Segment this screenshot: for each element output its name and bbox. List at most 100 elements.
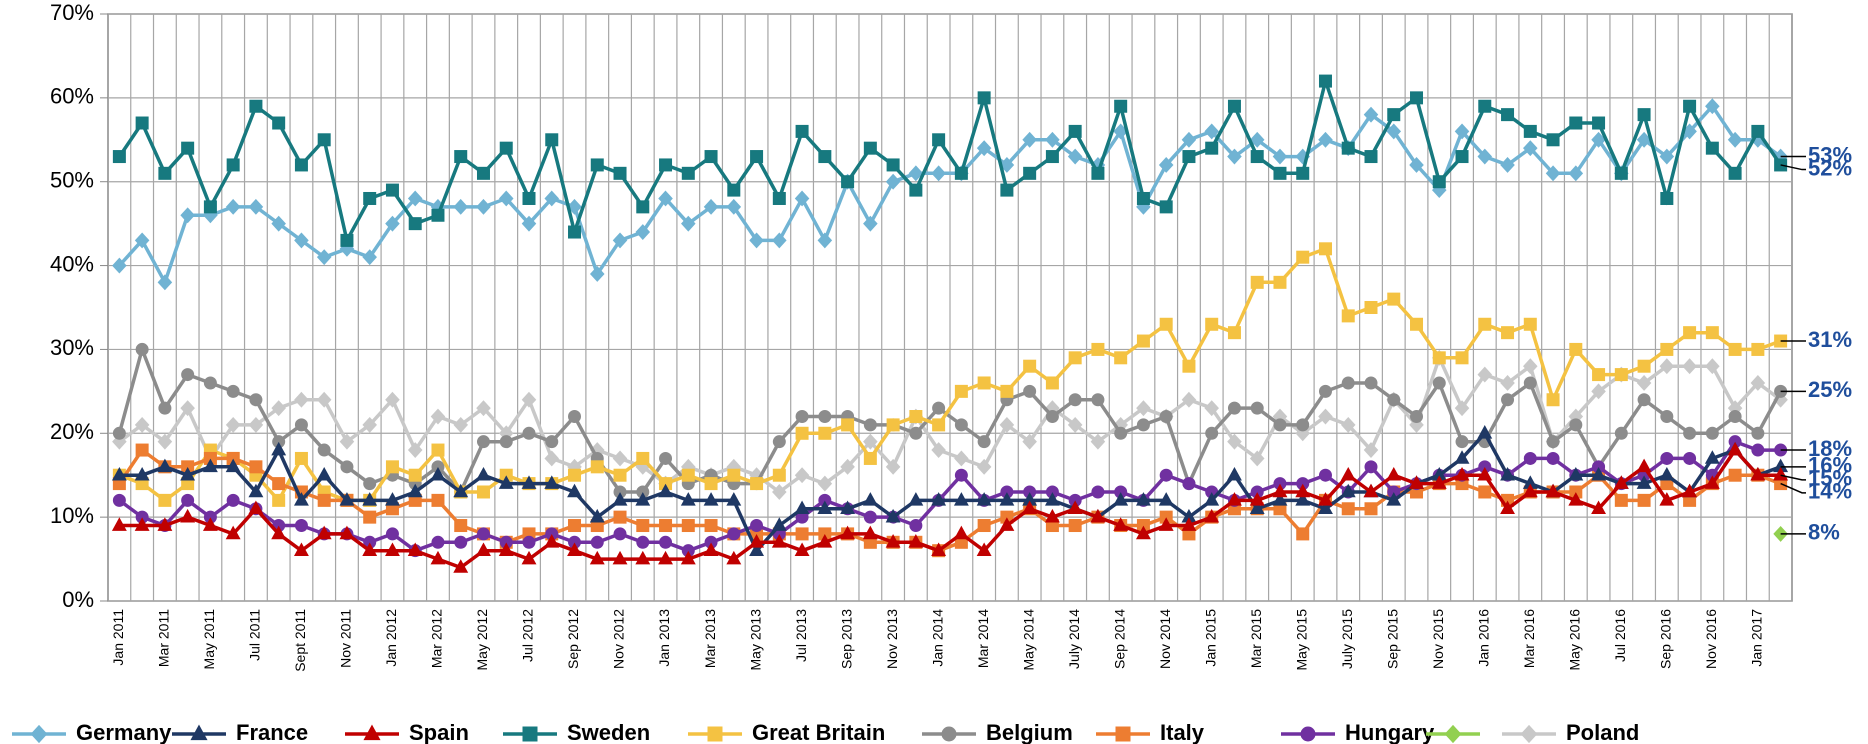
marker [1273, 166, 1287, 180]
marker [249, 460, 263, 474]
marker [476, 542, 491, 556]
marker [636, 519, 650, 533]
end-label: 15% [1808, 466, 1852, 491]
marker [1477, 366, 1493, 383]
marker [339, 433, 355, 450]
marker [613, 468, 627, 482]
marker [30, 724, 48, 744]
marker [157, 517, 173, 531]
marker [1477, 148, 1493, 165]
marker [612, 492, 628, 506]
marker [658, 550, 673, 565]
marker [522, 535, 536, 549]
end-label: 31% [1808, 327, 1852, 352]
marker [886, 418, 900, 432]
x-tick-label: Jan 2016 [1475, 609, 1491, 667]
marker [1227, 433, 1242, 450]
marker [1250, 401, 1264, 415]
marker [454, 519, 468, 533]
marker [1318, 384, 1332, 398]
leader-line [1780, 482, 1806, 494]
marker [1341, 502, 1355, 516]
marker [1341, 309, 1355, 323]
marker [1227, 326, 1241, 340]
marker [932, 418, 946, 432]
marker [909, 426, 923, 440]
marker [271, 215, 286, 232]
marker [1249, 131, 1265, 148]
x-tick-label: Mar 2015 [1248, 609, 1264, 668]
marker [1090, 508, 1106, 523]
marker [1068, 393, 1082, 407]
marker [795, 426, 809, 440]
marker [226, 158, 240, 172]
marker [1728, 468, 1742, 482]
marker [385, 460, 399, 474]
marker [1182, 150, 1196, 164]
marker [1023, 166, 1037, 180]
marker [1044, 492, 1060, 506]
marker [568, 225, 582, 239]
marker [612, 550, 628, 565]
marker [977, 91, 991, 105]
marker [1300, 726, 1316, 742]
marker [908, 165, 924, 182]
line [119, 430, 1782, 554]
marker [931, 542, 947, 556]
marker [1545, 483, 1561, 498]
leader-line [1780, 164, 1806, 171]
marker [772, 468, 786, 482]
marker [772, 191, 786, 205]
marker [885, 534, 901, 548]
series [112, 74, 1788, 247]
marker [1067, 500, 1083, 515]
marker [1523, 124, 1537, 138]
marker [1659, 148, 1675, 165]
marker [953, 492, 969, 506]
marker [1773, 525, 1788, 542]
marker [1750, 466, 1766, 481]
marker [704, 477, 718, 491]
marker [317, 133, 331, 147]
marker [1318, 408, 1333, 425]
marker [499, 435, 513, 449]
marker [909, 410, 923, 424]
marker [1386, 123, 1402, 140]
marker [659, 451, 673, 465]
y-tick-label: 60% [50, 84, 94, 109]
marker [1068, 519, 1082, 533]
marker [272, 116, 286, 130]
marker [226, 493, 240, 507]
marker [794, 542, 810, 556]
marker [1704, 450, 1720, 464]
x-tick-label: Sep 2016 [1658, 609, 1674, 669]
marker [408, 217, 422, 231]
marker [1045, 410, 1059, 424]
marker [248, 483, 264, 498]
marker [1660, 342, 1674, 356]
marker [771, 517, 787, 531]
marker [750, 477, 764, 491]
marker [522, 726, 538, 742]
marker [635, 224, 651, 240]
marker [1637, 108, 1651, 122]
marker [1568, 466, 1584, 481]
marker [795, 124, 809, 138]
marker [181, 493, 195, 507]
marker [1249, 500, 1265, 515]
marker [1272, 492, 1288, 506]
marker [1068, 351, 1082, 365]
marker [954, 418, 968, 432]
marker [272, 477, 286, 491]
legend-label: Italy [1160, 720, 1205, 744]
marker [476, 166, 490, 180]
marker [704, 519, 718, 533]
x-tick-label: Nov 2015 [1430, 609, 1446, 669]
x-tick-label: May 2013 [747, 609, 763, 671]
marker [544, 450, 560, 467]
marker [1181, 131, 1197, 148]
marker [1204, 508, 1220, 523]
marker [681, 215, 696, 232]
marker [1364, 502, 1378, 516]
marker [931, 165, 946, 182]
